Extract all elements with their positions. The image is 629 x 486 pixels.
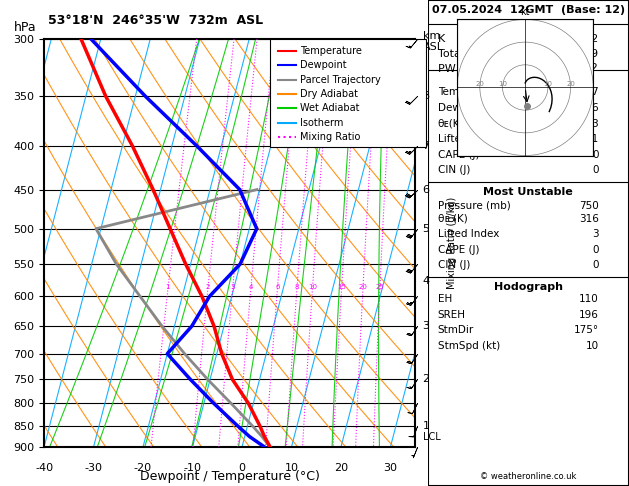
Text: 10: 10 (586, 341, 599, 351)
Text: Wet Adiabat: Wet Adiabat (300, 104, 360, 113)
Text: 5.7: 5.7 (582, 87, 599, 98)
Text: 10: 10 (543, 82, 552, 87)
Text: 175°: 175° (574, 325, 599, 335)
Text: Wet Adiabat: Wet Adiabat (296, 104, 356, 113)
Text: Dry Adiabat: Dry Adiabat (296, 89, 354, 99)
Text: 3: 3 (592, 229, 599, 240)
Text: 0: 0 (238, 464, 245, 473)
Text: 0: 0 (593, 260, 599, 271)
FancyBboxPatch shape (270, 39, 426, 147)
Text: 8: 8 (294, 284, 299, 290)
Text: Dry Adiabat: Dry Adiabat (300, 89, 358, 99)
Text: 07.05.2024  12GMT  (Base: 12): 07.05.2024 12GMT (Base: 12) (431, 5, 625, 15)
Text: Lifted Index: Lifted Index (438, 134, 499, 144)
Text: Mixing Ratio: Mixing Ratio (300, 132, 360, 142)
Text: Hodograph: Hodograph (494, 282, 563, 292)
Text: -10: -10 (184, 464, 201, 473)
Text: Isotherm: Isotherm (296, 118, 340, 127)
Text: -20: -20 (134, 464, 152, 473)
Text: EH: EH (438, 294, 452, 304)
Text: 0: 0 (593, 150, 599, 160)
Text: Mixing Ratio (g/kg): Mixing Ratio (g/kg) (447, 197, 457, 289)
Text: Temp (°C): Temp (°C) (438, 87, 489, 98)
Text: CAPE (J): CAPE (J) (438, 150, 479, 160)
Text: 110: 110 (579, 294, 599, 304)
Text: 3: 3 (230, 284, 235, 290)
Text: 10: 10 (284, 464, 298, 473)
Text: 4.6: 4.6 (582, 103, 599, 113)
Text: 6: 6 (275, 284, 279, 290)
Text: StmDir: StmDir (438, 325, 474, 335)
Text: 7: 7 (423, 141, 430, 151)
Text: Mixing Ratio: Mixing Ratio (296, 132, 357, 142)
Text: 39: 39 (585, 49, 599, 59)
Text: 1.82: 1.82 (574, 63, 599, 73)
Text: PW (cm): PW (cm) (438, 63, 485, 73)
Text: 20: 20 (359, 284, 367, 290)
Text: CIN (J): CIN (J) (438, 260, 470, 271)
Text: 8: 8 (423, 91, 430, 101)
Text: 4: 4 (423, 276, 430, 286)
Text: 20: 20 (566, 82, 575, 87)
Text: 316: 316 (579, 214, 599, 224)
Text: Pressure (mb): Pressure (mb) (438, 201, 511, 211)
Text: hPa: hPa (14, 21, 37, 34)
Text: CAPE (J): CAPE (J) (438, 245, 479, 255)
Text: 25: 25 (376, 284, 384, 290)
Text: 2: 2 (423, 374, 430, 384)
Text: Temperature: Temperature (296, 46, 359, 56)
Text: 3: 3 (423, 321, 430, 331)
Text: 1: 1 (165, 284, 170, 290)
Text: 4: 4 (248, 284, 253, 290)
Text: 2: 2 (206, 284, 210, 290)
Text: Isotherm: Isotherm (300, 118, 343, 127)
Text: kt: kt (520, 7, 530, 17)
Text: 53°18'N  246°35'W  732m  ASL: 53°18'N 246°35'W 732m ASL (48, 14, 263, 27)
Text: 22: 22 (584, 34, 599, 44)
Text: 15: 15 (337, 284, 346, 290)
Text: Parcel Trajectory: Parcel Trajectory (296, 75, 377, 85)
Text: © weatheronline.co.uk: © weatheronline.co.uk (480, 472, 577, 481)
Text: km
ASL: km ASL (423, 31, 443, 52)
Text: Most Unstable: Most Unstable (484, 187, 573, 197)
Text: Surface: Surface (504, 75, 552, 86)
Bar (457, 19, 593, 156)
Text: -30: -30 (84, 464, 103, 473)
Text: 11: 11 (586, 134, 599, 144)
Text: LCL: LCL (423, 432, 440, 442)
Text: K: K (438, 34, 445, 44)
Text: 750: 750 (579, 201, 599, 211)
Text: 1: 1 (423, 421, 430, 431)
Text: 10: 10 (308, 284, 317, 290)
Text: Dewpoint: Dewpoint (300, 60, 347, 70)
Text: 0: 0 (593, 245, 599, 255)
Text: StmSpd (kt): StmSpd (kt) (438, 341, 500, 351)
Text: Dewpoint / Temperature (°C): Dewpoint / Temperature (°C) (140, 470, 320, 483)
Text: 196: 196 (579, 310, 599, 320)
Text: 10: 10 (498, 82, 507, 87)
Text: θᴇ(K): θᴇ(K) (438, 119, 464, 129)
Text: Lifted Index: Lifted Index (438, 229, 499, 240)
Text: CIN (J): CIN (J) (438, 165, 470, 175)
Text: Dewp (°C): Dewp (°C) (438, 103, 491, 113)
Text: 6: 6 (423, 185, 430, 194)
Text: 30: 30 (384, 464, 398, 473)
Text: Temperature: Temperature (300, 46, 362, 56)
Text: θᴇ (K): θᴇ (K) (438, 214, 467, 224)
Text: 303: 303 (579, 119, 599, 129)
Text: Parcel Trajectory: Parcel Trajectory (300, 75, 381, 85)
Text: SREH: SREH (438, 310, 466, 320)
Text: 0: 0 (593, 165, 599, 175)
Text: 20: 20 (334, 464, 348, 473)
Text: 5: 5 (423, 224, 430, 234)
Text: Dewpoint: Dewpoint (296, 60, 343, 70)
Text: 20: 20 (476, 82, 484, 87)
Text: Totals Totals: Totals Totals (438, 49, 505, 59)
Text: -40: -40 (35, 464, 53, 473)
